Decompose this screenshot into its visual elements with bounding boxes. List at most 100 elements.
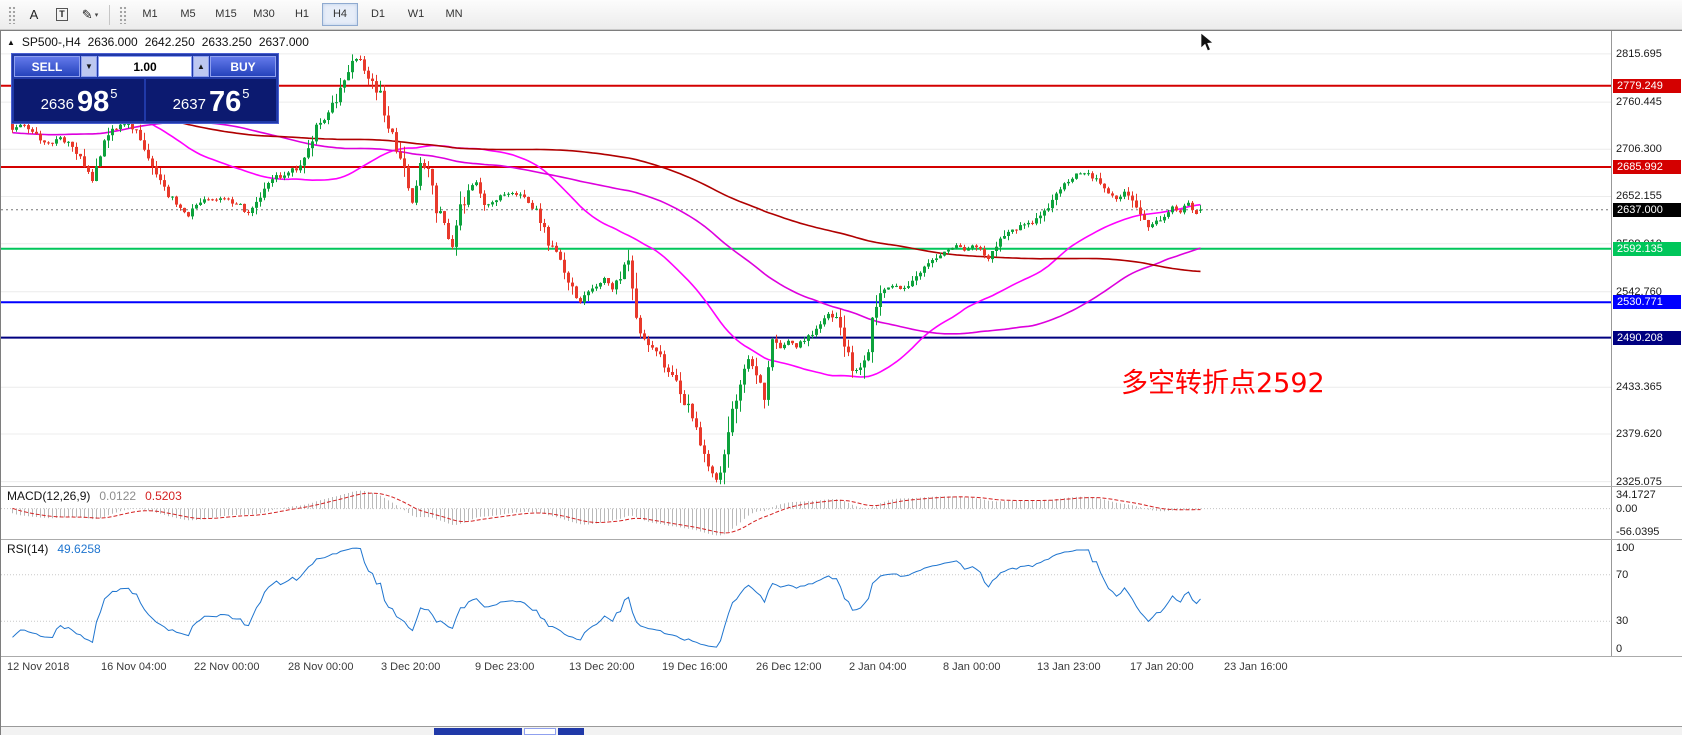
rsi-chart-canvas[interactable]: RSI(14) 49.6258 [1,540,1611,656]
price-tick-label: 2706.300 [1616,143,1662,155]
background-window-edge [1,726,1682,735]
time-label: 9 Dec 23:00 [475,661,535,673]
price-tick-label: 2433.365 [1616,381,1662,393]
pane-separator[interactable] [1,539,1682,540]
background-window-buy-button [558,728,584,735]
timeframe-M5[interactable]: M5 [180,8,196,20]
time-label: 8 Jan 00:00 [943,661,1001,673]
price-level-badge: 2530.771 [1613,295,1681,309]
sell-price-display[interactable]: 2636 98 5 [14,79,144,121]
rsi-scale-70: 70 [1616,569,1629,581]
sell-price-prefix: 2636 [40,96,74,113]
time-axis[interactable]: 12 Nov 2018 16 Nov 04:00 22 Nov 00:00 28 No… [1,657,1682,677]
ma-200 [12,83,1201,273]
chart-ohlc-header: ▲ SP500-,H4 2636.000 2642.250 2633.250 2… [7,35,309,49]
price-tick-label: 2379.620 [1616,428,1662,440]
macd-scale-min: -56.0395 [1616,526,1660,538]
one-click-trading-panel: SELL ▼ 1.00 ▲ BUY 2636 98 5 2637 [11,53,279,124]
rsi-scale-30: 30 [1616,615,1629,627]
volume-input[interactable]: 1.00 [98,56,192,77]
timeframe-toolbar-grip[interactable] [119,5,127,24]
rsi-value: 49.6258 [57,542,101,556]
main-price-pane: ▲ SP500-,H4 2636.000 2642.250 2633.250 2… [1,31,1682,486]
macd-value-signal: 0.5203 [145,489,182,503]
time-label: 23 Jan 16:00 [1224,661,1288,673]
time-label: 12 Nov 2018 [7,661,70,673]
timeframe-M30[interactable]: M30 [253,8,275,20]
time-label: 2 Jan 04:00 [849,661,907,673]
macd-chart-canvas[interactable]: MACD(12,26,9) 0.0122 0.5203 [1,487,1611,539]
time-label: 13 Dec 20:00 [569,661,635,673]
main-chart-canvas[interactable]: ▲ SP500-,H4 2636.000 2642.250 2633.250 2… [1,31,1611,486]
drawing-tool-group: A T ✎ ▾ [20,3,104,27]
text-tool-button[interactable]: A [29,7,39,22]
background-window-volume-box [524,728,556,735]
macd-scale[interactable]: 34.1727 0.00 -56.0395 [1611,487,1682,539]
time-label: 28 Nov 00:00 [288,661,354,673]
timeframe-H1[interactable]: H1 [294,8,310,20]
volume-increase-button[interactable]: ▲ [193,56,209,77]
macd-svg [1,490,1611,536]
candlestick-chart[interactable] [1,31,1611,486]
price-tick-label: 2325.075 [1616,476,1662,486]
sell-price-main: 98 [76,86,110,118]
macd-signal-line [12,492,1201,534]
timeframe-H4[interactable]: H4 [322,3,358,26]
text-label-tool-button[interactable]: T [49,3,75,27]
background-window-sell-button [434,728,522,735]
timeframe-D1[interactable]: D1 [370,8,386,20]
pane-separator[interactable] [1,656,1682,657]
macd-scale-zero: 0.00 [1616,503,1638,515]
volume-decrease-button[interactable]: ▼ [81,56,97,77]
timeframe-W1[interactable]: W1 [407,8,425,20]
timeframe-group: M1 M5 M15 M30 H1 H4 D1 W1 MN [131,3,473,26]
timeframe-M1[interactable]: M1 [142,8,158,20]
price-level-badge: 2685.992 [1613,160,1681,174]
rsi-header: RSI(14) 49.6258 [7,542,101,556]
time-label: 19 Dec 16:00 [662,661,728,673]
symbol-marker-icon: ▲ [7,37,15,47]
time-label: 22 Nov 00:00 [194,661,260,673]
timeframe-M15[interactable]: M15 [215,8,237,20]
rsi-scale[interactable]: 100 70 30 0 [1611,540,1682,656]
macd-scale-max: 34.1727 [1616,489,1656,501]
ohlc-high: 2642.250 [144,35,195,49]
rsi-pane: RSI(14) 49.6258 100 70 30 0 [1,540,1682,656]
toolbar-separator [109,4,110,25]
timeframe-MN[interactable]: MN [445,8,463,20]
ohlc-close: 2637.000 [258,35,309,49]
bottom-whitespace [1,677,1682,735]
symbol-period-label: SP500-,H4 [21,35,81,49]
pane-separator[interactable] [1,486,1682,487]
main-chart-svg [1,32,1611,485]
price-level-badge: 2592.135 [1613,242,1681,256]
price-level-badge: 2779.249 [1613,79,1681,93]
time-label: 3 Dec 20:00 [381,661,441,673]
chart-text-annotation[interactable]: 多空转折点2592 [1121,368,1325,399]
buy-price-display[interactable]: 2637 76 5 [146,79,276,121]
top-toolbar: A T ✎ ▾ M1 M5 M15 M30 H1 H4 D1 W1 MN [0,0,1682,30]
ohlc-open: 2636.000 [87,35,138,49]
chart-window: ▲ SP500-,H4 2636.000 2642.250 2633.250 2… [0,30,1682,735]
price-tick-label: 2815.695 [1616,48,1662,60]
macd-label: MACD(12,26,9) [7,489,91,503]
sell-button[interactable]: SELL [14,56,80,77]
price-scale[interactable]: 2815.6952760.4452706.3002652.1552598.010… [1611,31,1682,486]
macd-pane: MACD(12,26,9) 0.0122 0.5203 34.1727 0.00 -… [1,487,1682,539]
sell-price-sup: 5 [110,86,118,101]
buy-button[interactable]: BUY [210,56,276,77]
price-tick-label: 2652.155 [1616,190,1662,202]
time-label: 16 Nov 04:00 [101,661,167,673]
time-label: 26 Dec 12:00 [756,661,822,673]
price-level-badge: 2490.208 [1613,331,1681,345]
buy-price-sup: 5 [242,86,250,101]
rsi-scale-100: 100 [1616,542,1635,554]
drawing-tools-button[interactable]: ✎ ▾ [81,6,99,22]
macd-header: MACD(12,26,9) 0.0122 0.5203 [7,489,182,503]
rsi-label: RSI(14) [7,542,49,556]
ma-50 [12,84,1201,378]
toolbar-grip[interactable] [8,5,16,24]
price-tick-label: 2760.445 [1616,96,1662,108]
rsi-scale-0: 0 [1616,643,1623,655]
